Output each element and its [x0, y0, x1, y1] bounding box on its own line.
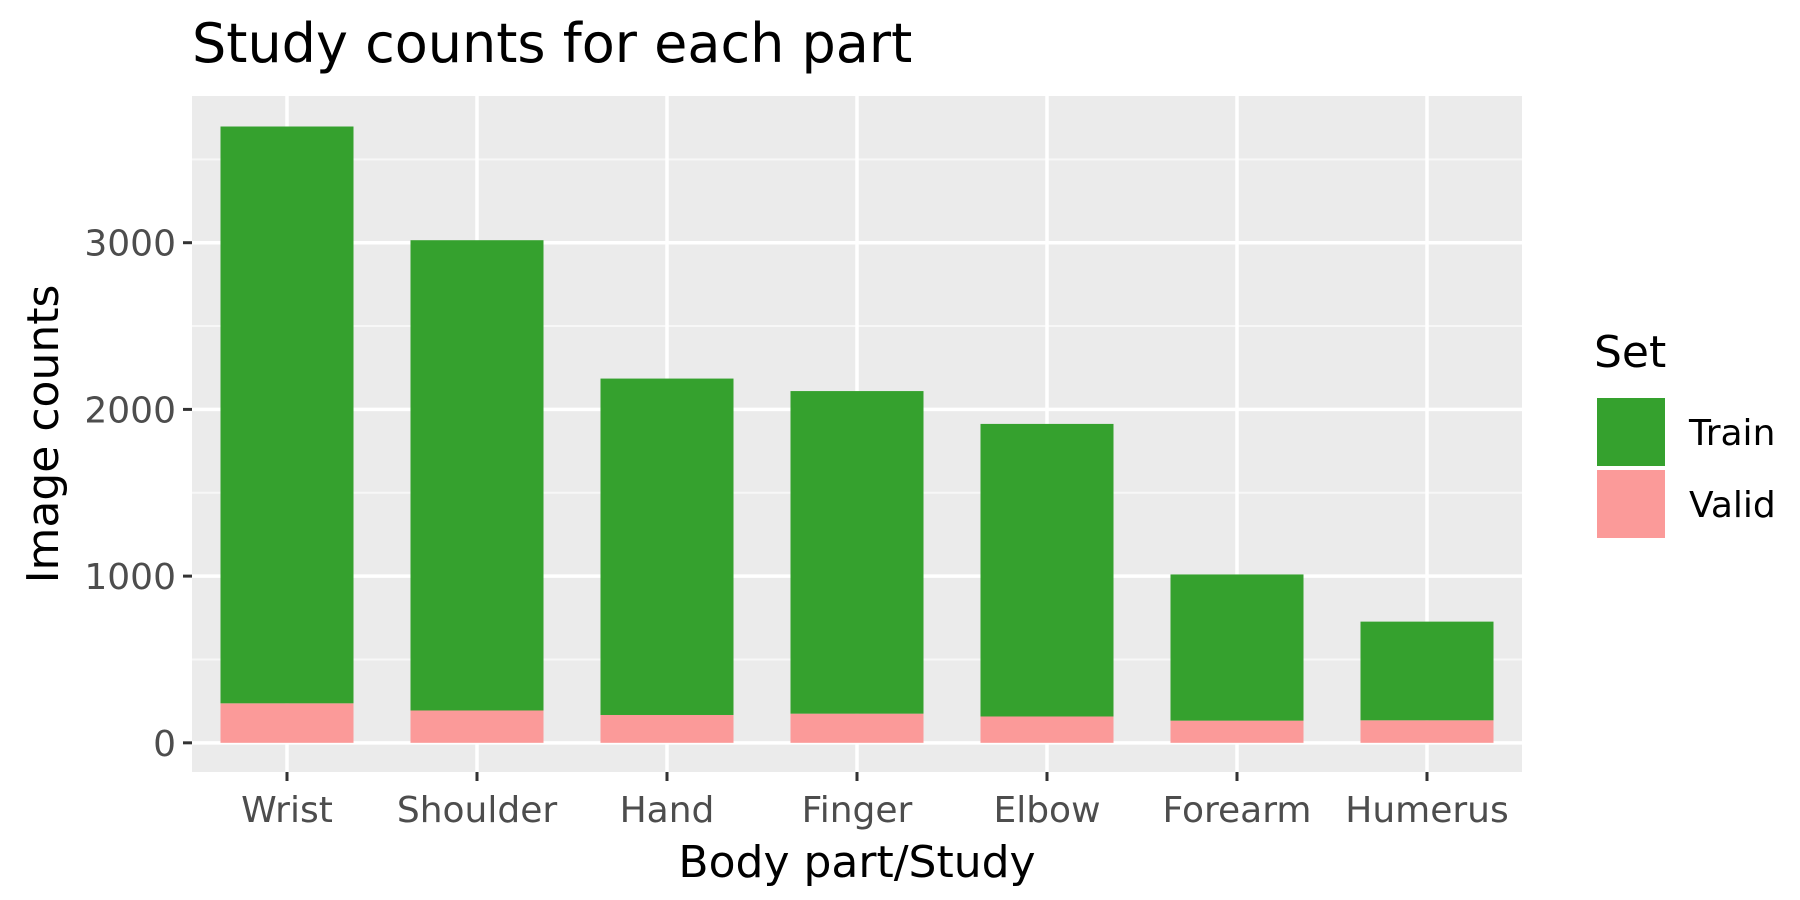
bar-valid-humerus — [1360, 720, 1494, 743]
chart-title: Study counts for each part — [192, 12, 912, 75]
legend-title: Set — [1594, 327, 1666, 378]
bar-valid-shoulder — [410, 710, 544, 743]
y-axis-title: Image counts — [18, 285, 69, 584]
y-tick-label: 3000 — [84, 224, 176, 265]
legend-key-valid — [1597, 470, 1665, 538]
bar-valid-wrist — [220, 703, 354, 743]
legend-label-train: Train — [1688, 413, 1775, 454]
y-tick-label: 2000 — [84, 390, 176, 431]
legend-label-valid: Valid — [1689, 485, 1776, 526]
bar-valid-elbow — [980, 716, 1114, 743]
x-tick-label: Humerus — [1345, 790, 1508, 831]
x-tick-label: Finger — [802, 790, 913, 831]
legend-key-train — [1597, 398, 1665, 466]
bar-train-elbow — [980, 423, 1114, 717]
x-tick-label: Wrist — [241, 790, 333, 831]
bar-train-wrist — [220, 126, 354, 704]
legend: Set Train Valid — [1594, 327, 1776, 538]
bars — [220, 126, 1494, 743]
y-tick-label: 1000 — [84, 557, 176, 598]
bar-train-forearm — [1170, 574, 1304, 721]
bar-train-hand — [600, 378, 734, 715]
bar-valid-finger — [790, 713, 924, 743]
bar-train-shoulder — [410, 240, 544, 711]
bar-valid-hand — [600, 714, 734, 743]
x-tick-label: Elbow — [993, 790, 1100, 831]
x-axis-title: Body part/Study — [678, 837, 1035, 888]
bar-valid-forearm — [1170, 720, 1304, 743]
x-tick-label: Shoulder — [397, 790, 558, 831]
x-tick-label: Forearm — [1163, 790, 1312, 831]
bar-train-humerus — [1360, 621, 1494, 721]
bar-train-finger — [790, 391, 924, 714]
axes: 0 1000 2000 3000 Wrist Shoulder Hand Finger Elbo… — [84, 224, 1508, 831]
y-tick-label: 0 — [153, 724, 176, 765]
x-tick-label: Hand — [620, 790, 715, 831]
